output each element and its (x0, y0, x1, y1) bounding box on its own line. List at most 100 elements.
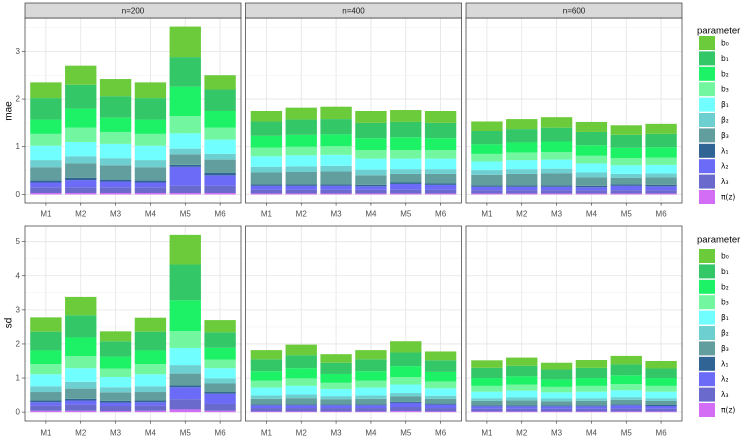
bar-m6-lambda1 (204, 392, 236, 394)
bar-m1-lambda1 (471, 185, 503, 187)
legend-label-lambda2: λ₂ (721, 375, 728, 384)
bar-m3-lambda3 (540, 408, 573, 412)
bar-m3-beta3 (540, 173, 573, 186)
bar-m3-beta3 (540, 401, 573, 406)
bar-m1-b0 (250, 110, 283, 122)
bar-m3-pi-z (540, 411, 573, 413)
bar-m3-b0 (99, 79, 132, 97)
legend-key-b1 (699, 264, 715, 279)
bar-m6-beta3 (204, 159, 236, 173)
bar-m2-lambda3 (65, 187, 97, 193)
x-tick-label: M6 (215, 429, 227, 438)
bar-m2-pi-z (506, 193, 538, 195)
legend-label-b2: b₂ (721, 69, 729, 78)
bar-m6-beta1 (204, 139, 236, 154)
bar-m5-b2 (390, 137, 422, 151)
bar-m1-b2 (250, 135, 283, 148)
bar-m1-beta1 (471, 161, 503, 171)
bar-m2-b2 (285, 368, 317, 379)
bar-m2-beta2 (65, 156, 97, 164)
panel-mae-1: n=200 M1 M2 M3 M4 M5 M6 (24, 2, 242, 219)
y-tick-label: 0 (16, 190, 21, 199)
bar-m6-beta3 (645, 177, 677, 185)
bar-m1-lambda3 (250, 408, 283, 412)
bar-m3-b3 (540, 386, 573, 393)
bar-m4-pi-z (355, 411, 387, 413)
bar-m5-beta2 (169, 148, 201, 155)
bar-m3-b2 (540, 379, 573, 387)
legend-label-lambda1: λ₁ (721, 359, 728, 368)
legend-label-beta2: β₂ (721, 329, 729, 338)
bar-m4-beta1 (355, 158, 387, 170)
bar-m6-b2 (204, 110, 236, 128)
bar-m4-b3 (355, 380, 387, 388)
bar-m1-b0 (30, 317, 62, 332)
bar-m5-b2 (610, 147, 642, 159)
bar-m6-lambda2 (424, 184, 457, 190)
bar-m3-b2 (99, 356, 132, 369)
bar-m6-beta1 (204, 368, 236, 379)
bar-m1-b3 (250, 380, 283, 388)
bar-m5-b2 (169, 86, 201, 117)
bar-m5-lambda2 (610, 405, 642, 409)
bar-m6-b3 (424, 150, 457, 159)
bar-m6-b0 (424, 110, 457, 123)
bar-m5-b1 (390, 121, 422, 138)
bar-m5-b1 (169, 264, 201, 301)
bar-m1-lambda1 (250, 184, 283, 186)
bar-m1-beta2 (30, 160, 62, 168)
bar-m5-b0 (390, 110, 422, 122)
bar-m5-b1 (390, 352, 422, 367)
bar-m2-beta3 (65, 163, 97, 178)
bar-m4-lambda1 (355, 184, 387, 187)
bar-m6-b2 (645, 147, 677, 158)
bar-m1-b2 (471, 144, 503, 154)
bar-m5-lambda1 (169, 385, 201, 388)
bar-m1-lambda1 (471, 405, 503, 407)
bar-m4-b0 (575, 359, 608, 368)
bar-m4-lambda3 (134, 187, 167, 193)
x-tick-label: M6 (435, 429, 447, 438)
bar-m3-beta1 (320, 388, 352, 397)
bar-m3-pi-z (540, 193, 573, 195)
bar-m5-b1 (610, 134, 642, 148)
bar-m2-lambda3 (285, 189, 317, 194)
bar-m6-beta3 (424, 173, 457, 184)
bar-m6-pi-z (645, 193, 677, 195)
bar-m4-beta3 (134, 392, 167, 401)
bar-m2-beta2 (506, 397, 538, 401)
bar-m1-b1 (471, 131, 503, 145)
bar-m3-pi-z (320, 193, 352, 195)
bar-m5-b0 (610, 125, 642, 135)
bar-m5-beta3 (610, 399, 642, 405)
bar-m3-pi-z (320, 411, 352, 413)
bar-m2-beta3 (65, 388, 97, 399)
facet-strip (24, 2, 242, 19)
bar-m5-pi-z (610, 193, 642, 195)
legend-label-b1: b₁ (721, 54, 729, 63)
bar-m3-lambda3 (540, 190, 573, 194)
legend-label-lambda3: λ₃ (721, 390, 728, 399)
bar-m3-lambda2 (540, 406, 573, 409)
bar-m2-pi-z (65, 192, 97, 195)
legend-key-lambda2 (699, 372, 715, 387)
legend-key-beta1 (699, 310, 715, 325)
legend-key-lambda3 (699, 387, 715, 402)
bar-m3-beta1 (99, 377, 132, 388)
bar-m2-beta3 (285, 172, 317, 185)
bar-m1-b1 (30, 98, 62, 120)
bar-m6-b2 (204, 347, 236, 360)
bar-m6-b1 (424, 360, 457, 372)
bar-m3-b3 (99, 131, 132, 144)
bar-m1-beta2 (250, 166, 283, 173)
legend-key-b2 (699, 66, 715, 81)
y-axis-title-mae: mae (4, 101, 15, 121)
bar-m3-b2 (540, 141, 573, 152)
bar-m1-b0 (250, 350, 283, 360)
bar-m3-b1 (320, 362, 352, 374)
bar-m6-b2 (424, 371, 457, 382)
x-tick-label: M4 (145, 429, 157, 438)
bar-m6-beta3 (424, 398, 457, 404)
bar-m2-lambda2 (65, 180, 97, 188)
bar-m1-beta3 (471, 400, 503, 406)
